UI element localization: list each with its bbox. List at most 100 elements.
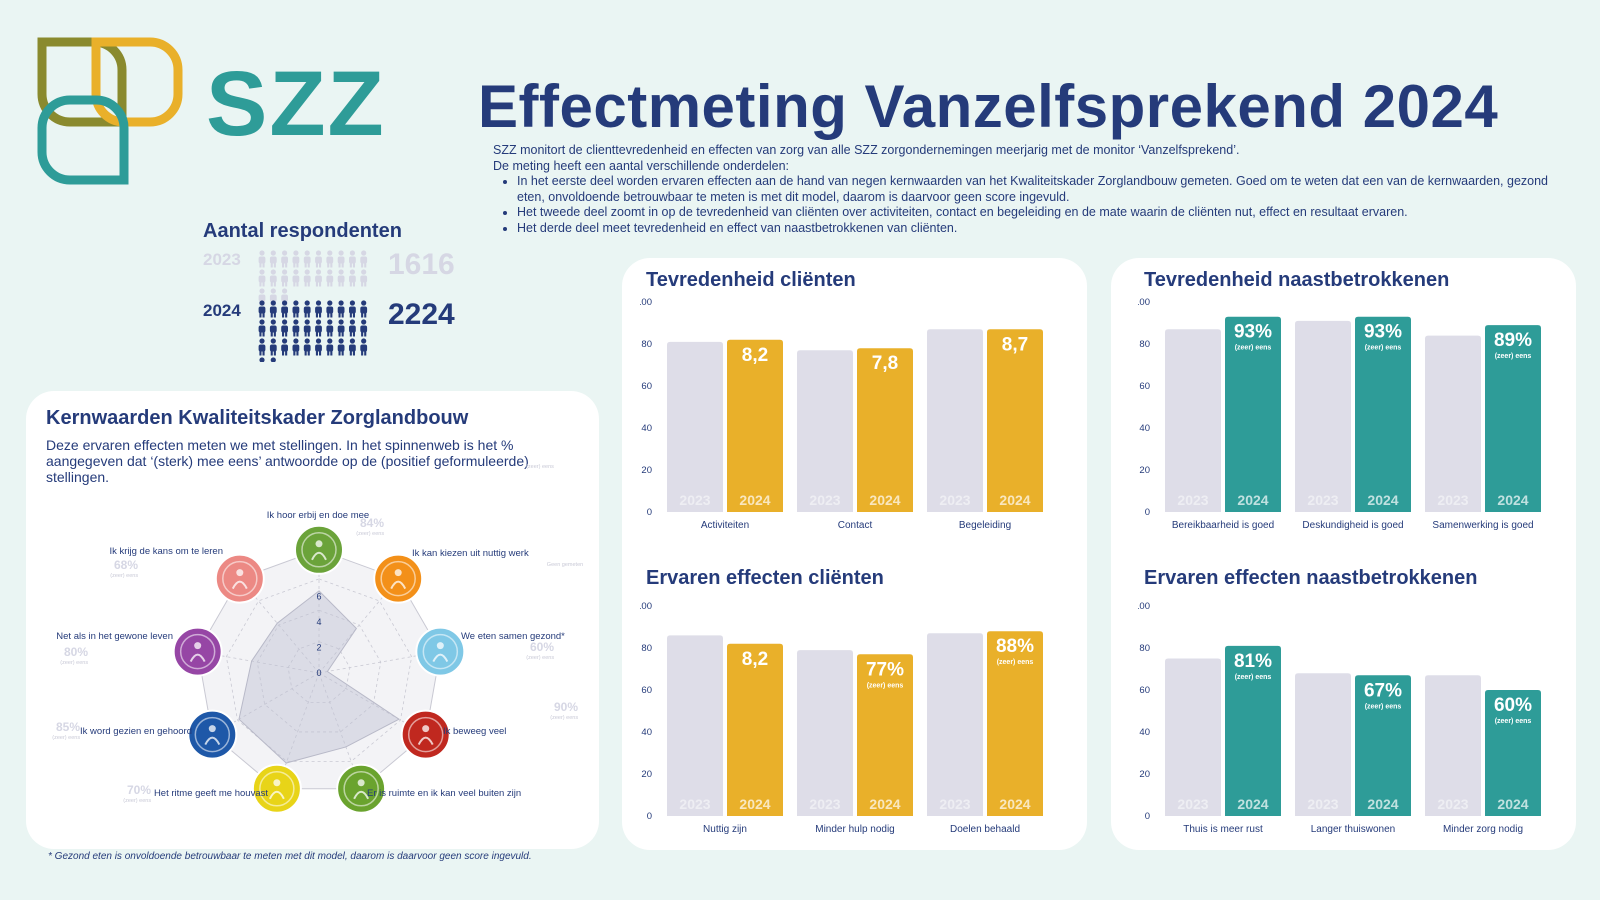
bar-2024: [1355, 675, 1411, 816]
radar-ring: [225, 578, 413, 762]
bar-year-label: 2023: [679, 796, 710, 812]
kernwaarden-title: Kernwaarden Kwaliteitskader Zorglandbouw: [46, 407, 469, 429]
bar-2024: [1355, 316, 1411, 512]
bar-2023: [797, 650, 853, 816]
person-icon: [349, 269, 356, 287]
y-tick-label: 40: [641, 423, 652, 434]
bar-year-label: 2024: [739, 492, 770, 508]
bar-2023: [667, 635, 723, 816]
kernwaarde-icon: [214, 553, 265, 604]
bar-year-label: 2023: [809, 796, 840, 812]
y-tick-label: 100: [640, 601, 652, 612]
y-tick-label: 20: [641, 769, 652, 780]
y-tick-label: 100: [1138, 601, 1150, 612]
category-label: Deskundigheid is goed: [1302, 520, 1403, 531]
bar-2023: [1165, 658, 1221, 816]
bar-2023: [927, 633, 983, 816]
person-icon: [337, 319, 345, 337]
kernwaarde-score-sub: (zeer) eens: [110, 573, 138, 579]
y-tick-label: 20: [1139, 465, 1150, 476]
bar-2024: [1225, 316, 1281, 512]
person-icon: [258, 250, 266, 268]
person-icon: [281, 269, 288, 287]
bar-2024: [857, 348, 913, 512]
person-icon: [315, 319, 322, 337]
person-icon: [315, 338, 322, 356]
y-tick-label: 40: [1139, 423, 1150, 434]
kernwaarde-icon: [172, 626, 223, 677]
person-icon: [337, 269, 345, 287]
kernwaarde-score: 84%: [360, 516, 384, 530]
kernwaarde-score-sub: (zeer) eens: [60, 660, 88, 666]
person-icon: [315, 269, 322, 287]
radar-tick-label: 4: [316, 617, 321, 627]
data-label: 81%: [1234, 651, 1272, 672]
radar-tick-label: 0: [316, 668, 321, 678]
bar-2024: [987, 329, 1043, 512]
kernwaarde-score: 68%: [114, 558, 138, 572]
people-icons-2024: [257, 300, 377, 375]
data-label: 77%: [866, 659, 904, 680]
kernwaarde-score: 60%: [530, 640, 554, 654]
data-sublabel: (zeer) eens: [1365, 703, 1402, 710]
intro-text: SZZ monitort de clienttevredenheid en ef…: [493, 143, 1553, 237]
bar-year-label: 2024: [1367, 796, 1398, 812]
kernwaarde-icon: [294, 524, 344, 575]
bar-year-label: 2024: [869, 492, 900, 508]
person-icon: [360, 269, 368, 287]
kernwaarde-label: Er is ruimte en ik kan veel buiten zijn: [367, 788, 521, 799]
person-icon: [269, 338, 277, 356]
person-icon: [360, 300, 368, 318]
bar-chart-effecten-clienten: 0 20 40 60 80 100 2023 2024 8,2 Nuttig zijn 2023 20…: [640, 601, 1043, 835]
data-sublabel: (zeer) eens: [867, 682, 904, 689]
bar-year-label: 2024: [1497, 492, 1528, 508]
person-icon: [269, 319, 277, 337]
data-sublabel: (zeer) eens: [1235, 674, 1272, 681]
person-icon: [292, 269, 300, 287]
kernwaarde-label: We eten samen gezond*: [461, 631, 565, 642]
person-icon: [360, 250, 368, 268]
data-label: 93%: [1364, 322, 1402, 343]
brand-name: SZZ: [206, 53, 386, 155]
respondents-year-2024: 2024: [203, 301, 241, 320]
chart-title-effecten-naastbetrokkenen: Ervaren effecten naastbetrokkenen: [1144, 567, 1478, 589]
y-tick-label: 80: [641, 643, 652, 654]
y-tick-label: 60: [1139, 381, 1150, 392]
data-label: 60%: [1494, 695, 1532, 716]
bar-2024: [987, 631, 1043, 816]
data-label: 8,7: [1002, 334, 1028, 355]
y-tick-label: 0: [647, 811, 652, 822]
kernwaarde-label: Ik word gezien en gehoord: [80, 726, 192, 737]
chart-title-tevredenheid-naastbetrokkenen: Tevredenheid naastbetrokkenen: [1144, 269, 1450, 291]
kernwaarde-score-sub: (zeer) eens: [356, 531, 384, 537]
person-icon: [303, 319, 311, 337]
kernwaarde-score-sub: (zeer) eens: [550, 715, 578, 721]
page-title: Effectmeting Vanzelfsprekend 2024: [478, 73, 1499, 140]
category-label: Langer thuiswonen: [1311, 824, 1396, 835]
radar-ring: [287, 641, 351, 703]
y-tick-label: 100: [1138, 297, 1150, 308]
category-label: Doelen behaald: [950, 824, 1020, 835]
kernwaarde-score: 80%: [64, 645, 88, 659]
person-icon: [326, 338, 334, 356]
data-sublabel: (zeer) eens: [1495, 718, 1532, 725]
category-label: Contact: [838, 520, 873, 531]
faded-note: (zeer) eens: [526, 464, 554, 470]
person-icon: [337, 300, 345, 318]
person-icon: [269, 300, 277, 318]
person-icon: [281, 250, 288, 268]
kernwaarde-icon: [187, 709, 238, 760]
y-tick-label: 80: [641, 339, 652, 350]
person-icon: [326, 250, 334, 268]
kernwaarde-score-sub: (zeer) eens: [123, 798, 151, 804]
bar-year-label: 2023: [1437, 796, 1468, 812]
bar-year-label: 2024: [999, 492, 1030, 508]
bar-year-label: 2024: [1367, 492, 1398, 508]
y-tick-label: 0: [1145, 507, 1150, 518]
data-label: 7,8: [872, 353, 898, 374]
category-label: Samenwerking is goed: [1432, 520, 1533, 531]
person-icon: [269, 269, 277, 287]
person-icon: [349, 250, 356, 268]
kernwaarde-score-sub: (zeer) eens: [52, 735, 80, 741]
